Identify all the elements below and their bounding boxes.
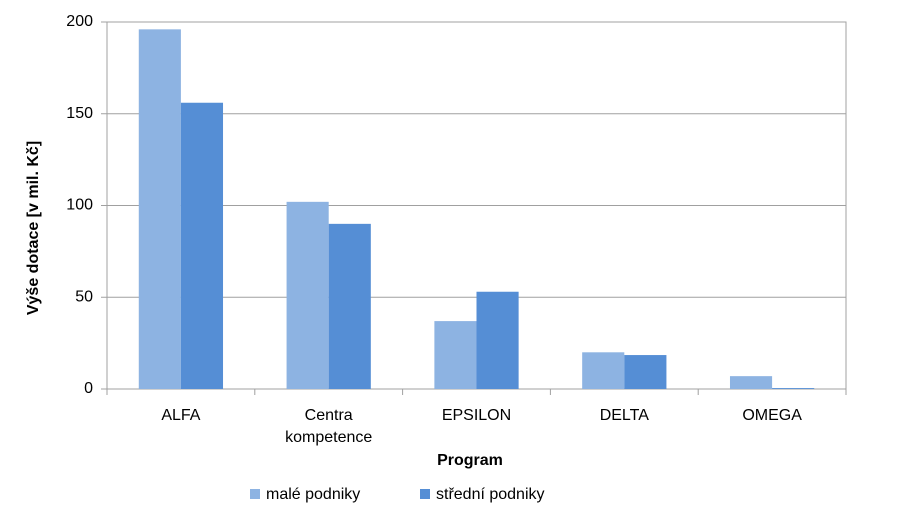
bar	[138, 29, 181, 390]
y-axis-title: Výše dotace [v mil. Kč]	[25, 141, 42, 315]
legend-label: malé podniky	[266, 486, 360, 503]
bar	[729, 376, 773, 389]
bar	[286, 201, 329, 389]
x-tick-label: ALFA	[161, 407, 201, 424]
x-tick-label: DELTA	[599, 407, 649, 424]
y-tick-label: 100	[66, 197, 93, 214]
bar	[180, 102, 224, 390]
bar	[434, 321, 477, 389]
legend-label: střední podniky	[436, 486, 545, 503]
bar	[582, 352, 625, 389]
bar	[772, 388, 815, 389]
bar	[476, 291, 519, 389]
y-tick-label: 150	[66, 105, 93, 122]
legend-swatch	[420, 489, 430, 499]
x-axis-title: Program	[437, 452, 503, 469]
y-tick-label: 200	[66, 13, 93, 30]
x-tick-label: Centra kompetence	[285, 407, 373, 446]
x-tick-label: EPSILON	[441, 407, 512, 424]
bar	[624, 355, 667, 389]
bar	[328, 223, 371, 389]
legend-swatch	[250, 489, 260, 499]
y-tick-label: 0	[84, 380, 93, 397]
x-tick-label: OMEGA	[742, 407, 802, 424]
y-tick-label: 50	[75, 288, 93, 305]
